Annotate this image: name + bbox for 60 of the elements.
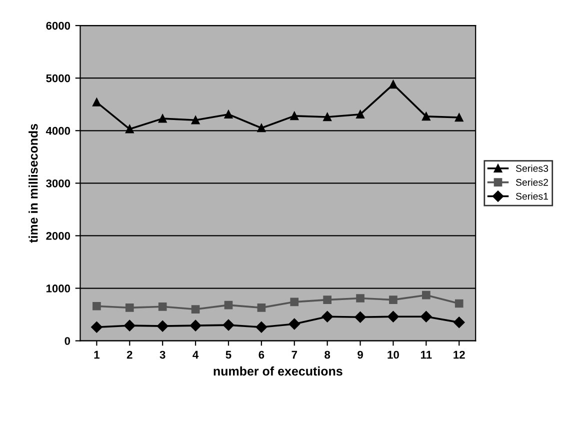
legend-label: Series3 bbox=[516, 164, 548, 172]
point bbox=[323, 112, 332, 122]
y-tick-label: 0 bbox=[64, 337, 70, 345]
point bbox=[356, 294, 364, 302]
x-tick-label: 4 bbox=[192, 350, 199, 359]
point bbox=[158, 114, 167, 123]
point bbox=[257, 124, 266, 132]
point bbox=[256, 322, 268, 333]
point bbox=[388, 311, 399, 322]
y-tick-label: 2000 bbox=[46, 232, 70, 240]
y-tick-label: 3000 bbox=[46, 179, 70, 188]
x-tick-label: 6 bbox=[258, 350, 264, 359]
y-tick-label: 1000 bbox=[46, 284, 70, 292]
point bbox=[190, 320, 202, 332]
point bbox=[125, 304, 134, 312]
point bbox=[92, 302, 101, 310]
y-tick-label: 6000 bbox=[46, 22, 70, 30]
point bbox=[354, 312, 366, 323]
point bbox=[290, 298, 299, 306]
point bbox=[323, 296, 332, 304]
point bbox=[288, 318, 300, 330]
x-tick-label: 12 bbox=[454, 350, 465, 359]
x-tick-label: 3 bbox=[160, 350, 166, 359]
y-axis-title: time in milliseconds bbox=[28, 124, 38, 243]
point bbox=[356, 110, 364, 119]
point bbox=[156, 320, 168, 332]
y-tick-label: 4000 bbox=[46, 126, 70, 135]
legend-label: Series1 bbox=[516, 192, 548, 200]
point bbox=[454, 113, 464, 122]
point bbox=[191, 305, 200, 314]
legend-label: Series2 bbox=[516, 178, 548, 186]
x-tick-label: 9 bbox=[358, 350, 363, 359]
y-tick-label: 5000 bbox=[46, 74, 70, 82]
x-axis-title: number of executions bbox=[214, 366, 342, 376]
point bbox=[91, 322, 102, 333]
point bbox=[224, 110, 233, 119]
point bbox=[290, 112, 299, 120]
x-tick-label: 11 bbox=[420, 350, 432, 359]
point bbox=[420, 311, 432, 322]
point bbox=[422, 290, 430, 300]
point bbox=[257, 304, 266, 312]
x-tick-label: 2 bbox=[126, 350, 132, 359]
x-tick-label: 10 bbox=[388, 350, 399, 359]
point bbox=[454, 299, 464, 308]
point bbox=[191, 116, 200, 124]
point bbox=[124, 320, 136, 332]
point bbox=[92, 98, 101, 106]
point bbox=[422, 112, 430, 121]
point bbox=[322, 311, 333, 322]
point bbox=[389, 80, 398, 89]
x-tick-label: 1 bbox=[94, 350, 100, 359]
point bbox=[125, 124, 134, 134]
point bbox=[454, 316, 465, 328]
point bbox=[222, 319, 234, 331]
x-tick-label: 8 bbox=[324, 350, 330, 359]
point bbox=[389, 296, 398, 304]
x-tick-label: 7 bbox=[292, 350, 297, 359]
point bbox=[224, 300, 233, 310]
point bbox=[158, 302, 167, 311]
x-tick-label: 5 bbox=[226, 350, 232, 359]
